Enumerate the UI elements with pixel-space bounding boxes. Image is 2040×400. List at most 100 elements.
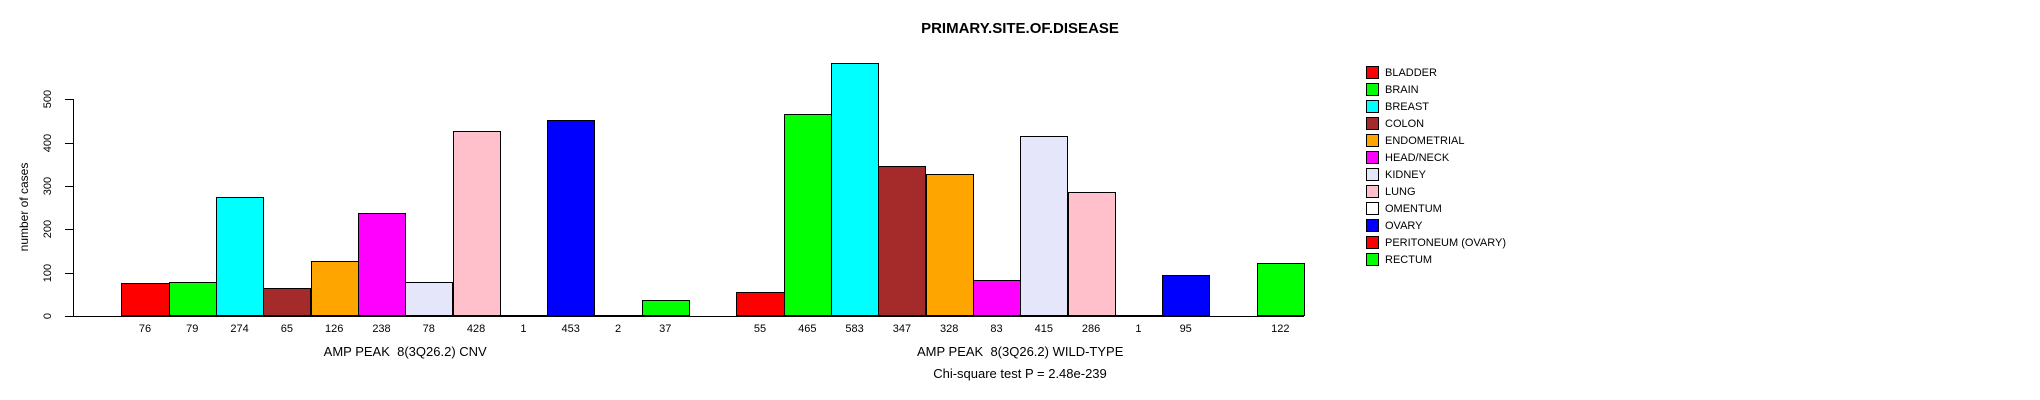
bar-value-label: 286 <box>1081 323 1101 335</box>
group-axis-label: AMP PEAK 8(3Q26.2) CNV <box>323 344 487 359</box>
legend-label: OMENTUM <box>1385 202 1442 215</box>
legend-item: BLADDER <box>1366 64 1506 81</box>
bar-bladder <box>736 292 785 316</box>
bar-value-label: 1 <box>520 323 527 335</box>
legend-swatch-icon <box>1366 117 1379 130</box>
bar-endometrial <box>310 261 359 316</box>
legend-item: KIDNEY <box>1366 166 1506 183</box>
bar-head-neck <box>972 280 1022 316</box>
bar-lung <box>452 131 501 316</box>
y-tick-mark <box>65 229 73 230</box>
bar-value-label: 2 <box>614 323 622 335</box>
legend-swatch-icon <box>1366 236 1379 249</box>
x-axis-line <box>73 316 1304 317</box>
bar-value-label: 83 <box>990 323 1003 335</box>
bar-value-label: 78 <box>422 323 435 335</box>
legend-label: BRAIN <box>1385 83 1419 96</box>
bar-breast <box>215 197 265 316</box>
legend-item: HEAD/NECK <box>1366 149 1506 166</box>
chi-square-annotation: Chi-square test P = 2.48e-239 <box>933 366 1107 381</box>
bar-value-label: 415 <box>1034 323 1053 335</box>
legend-item: LUNG <box>1366 183 1506 200</box>
legend-label: HEAD/NECK <box>1385 151 1450 164</box>
y-tick-label: 300 <box>42 176 54 196</box>
y-tick-mark <box>65 99 73 100</box>
bar-value-label: 465 <box>798 323 817 335</box>
legend-swatch-icon <box>1366 168 1379 181</box>
bar-value-label: 328 <box>940 323 959 335</box>
bar-endometrial <box>925 174 974 316</box>
bar-value-label: 428 <box>466 323 486 335</box>
y-tick-label: 200 <box>42 219 54 239</box>
legend-swatch-icon <box>1366 253 1379 266</box>
bar-colon <box>878 166 927 316</box>
legend-label: OVARY <box>1385 219 1423 232</box>
bar-value-label: 238 <box>372 323 391 335</box>
legend-label: PERITONEUM (OVARY) <box>1385 236 1507 249</box>
legend-label: BREAST <box>1385 100 1430 113</box>
legend-swatch-icon <box>1366 185 1379 198</box>
legend-label: KIDNEY <box>1385 168 1426 181</box>
bar-value-label: 583 <box>845 323 864 335</box>
bar-value-label: 76 <box>138 323 152 335</box>
y-tick-label: 0 <box>42 312 54 320</box>
bar-value-label: 126 <box>325 323 344 335</box>
legend-label: ENDOMETRIAL <box>1385 134 1465 147</box>
legend-item: BREAST <box>1366 98 1506 115</box>
bar-kidney <box>405 282 454 316</box>
bar-value-label: 347 <box>892 323 912 335</box>
legend-swatch-icon <box>1366 151 1379 164</box>
bar-lung <box>1067 192 1116 316</box>
legend-item: OVARY <box>1366 217 1506 234</box>
y-tick-mark <box>65 316 73 317</box>
legend-item: OMENTUM <box>1366 200 1506 217</box>
bar-head-neck <box>357 213 407 316</box>
bar-rectum <box>641 300 690 316</box>
y-tick-mark <box>65 143 73 144</box>
chart-title: PRIMARY.SITE.OF.DISEASE <box>921 20 1119 37</box>
legend-label: COLON <box>1385 117 1425 130</box>
bar-ovary <box>1162 275 1211 316</box>
bar-value-label: 55 <box>753 323 767 335</box>
legend: BLADDER BRAIN BREAST COLON ENDOMETRIAL HEAD/N… <box>1366 64 1506 268</box>
bar-value-label: 95 <box>1179 323 1192 335</box>
bar-value-label: 37 <box>659 323 672 335</box>
bar-breast <box>830 63 880 316</box>
bar-colon <box>263 288 312 316</box>
legend-item: BRAIN <box>1366 81 1506 98</box>
y-tick-mark <box>65 186 73 187</box>
bar-value-label: 65 <box>280 323 294 335</box>
y-tick-label: 100 <box>42 263 54 283</box>
y-tick-label: 400 <box>42 133 54 153</box>
legend-swatch-icon <box>1366 219 1379 232</box>
y-tick-mark <box>65 273 73 274</box>
legend-swatch-icon <box>1366 66 1379 79</box>
legend-item: RECTUM <box>1366 251 1506 268</box>
legend-item: COLON <box>1366 115 1506 132</box>
bar-brain <box>168 282 217 316</box>
bar-value-label: 79 <box>186 323 199 335</box>
legend-item: PERITONEUM (OVARY) <box>1366 234 1506 251</box>
legend-label: RECTUM <box>1385 253 1433 266</box>
y-axis-label: number of cases <box>17 162 31 252</box>
bar-bladder <box>121 283 170 316</box>
bar-value-label: 274 <box>230 323 249 335</box>
legend-swatch-icon <box>1366 134 1379 147</box>
legend-swatch-icon <box>1366 202 1379 215</box>
legend-label: LUNG <box>1385 185 1416 198</box>
legend-swatch-icon <box>1366 100 1379 113</box>
legend-item: ENDOMETRIAL <box>1366 132 1506 149</box>
bar-kidney <box>1020 136 1069 316</box>
bar-ovary <box>547 120 596 316</box>
bar-brain <box>783 114 832 316</box>
legend-swatch-icon <box>1366 83 1379 96</box>
bar-omentum <box>1114 315 1164 317</box>
legend-label: BLADDER <box>1385 66 1437 79</box>
group-axis-label: AMP PEAK 8(3Q26.2) WILD-TYPE <box>916 344 1124 359</box>
bar-value-label: 122 <box>1271 323 1290 335</box>
bar-omentum <box>499 315 549 317</box>
bar-value-label: 1 <box>1135 323 1142 335</box>
bar-peritoneum-ovary <box>594 315 643 317</box>
y-axis-line <box>73 99 74 316</box>
